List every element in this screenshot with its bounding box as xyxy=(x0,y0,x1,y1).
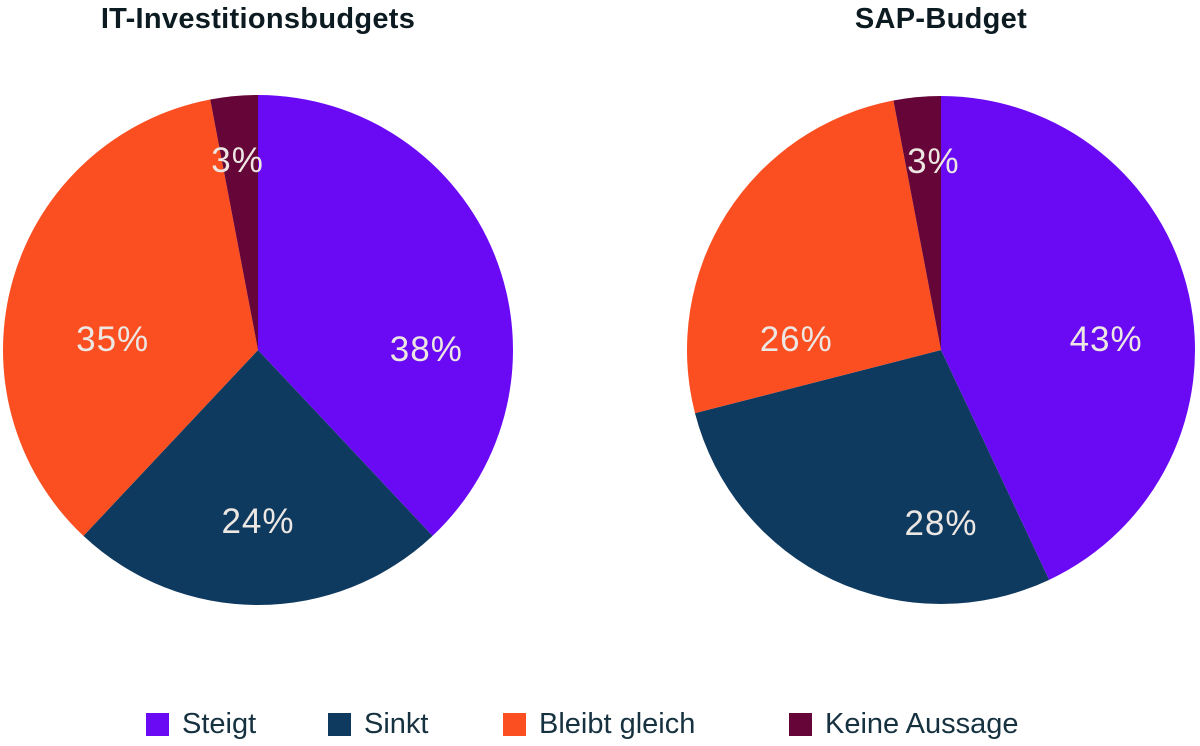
legend-item-keine-aussage: Keine Aussage xyxy=(789,703,1018,745)
legend-swatch-keine-aussage xyxy=(789,712,812,736)
pie-slice-bleibt-gleich xyxy=(3,99,258,536)
chart-title-it-investitionsbudgets: IT-Investitionsbudgets xyxy=(100,3,416,35)
legend-item-bleibt-gleich: Bleibt gleich xyxy=(503,703,695,745)
slice-label-steigt-left: 38% xyxy=(389,330,463,369)
slice-label-bleibt-gleich-left: 35% xyxy=(76,319,150,359)
legend: Steigt Sinkt Bleibt gleich Keine Aussage xyxy=(0,703,1200,745)
pie-slice-bleibt-gleich xyxy=(687,100,941,414)
pie-chart-it-investitionsbudgets xyxy=(3,95,513,605)
legend-swatch-bleibt-gleich xyxy=(503,712,526,736)
slice-label-sinkt-right: 28% xyxy=(904,503,978,543)
pie-slice-sinkt xyxy=(694,350,1050,604)
pie-slice-keine-aussage xyxy=(210,95,258,350)
legend-label-keine-aussage: Keine Aussage xyxy=(825,707,1019,740)
pie-slice-steigt xyxy=(258,95,513,536)
pie-slice-steigt xyxy=(941,96,1195,580)
legend-swatch-sinkt xyxy=(328,712,351,736)
legend-item-steigt: Steigt xyxy=(146,703,256,745)
slice-label-steigt-right: 43% xyxy=(1069,319,1143,359)
legend-swatch-steigt xyxy=(146,712,169,736)
pie-slice-sinkt xyxy=(83,350,433,605)
legend-label-bleibt-gleich: Bleibt gleich xyxy=(539,707,696,740)
slice-label-sinkt-left: 24% xyxy=(221,502,295,542)
slice-label-bleibt-gleich-right: 26% xyxy=(759,319,833,359)
slice-label-keine-aussage-right: 3% xyxy=(907,142,960,182)
chart-title-sap-budget: SAP-Budget xyxy=(854,3,1028,35)
legend-label-sinkt: Sinkt xyxy=(364,707,429,740)
pie-slice-keine-aussage xyxy=(893,96,941,350)
slice-label-keine-aussage-left: 3% xyxy=(211,141,264,181)
legend-label-steigt: Steigt xyxy=(182,707,257,740)
legend-item-sinkt: Sinkt xyxy=(328,703,428,745)
pie-chart-sap-budget xyxy=(687,96,1195,604)
